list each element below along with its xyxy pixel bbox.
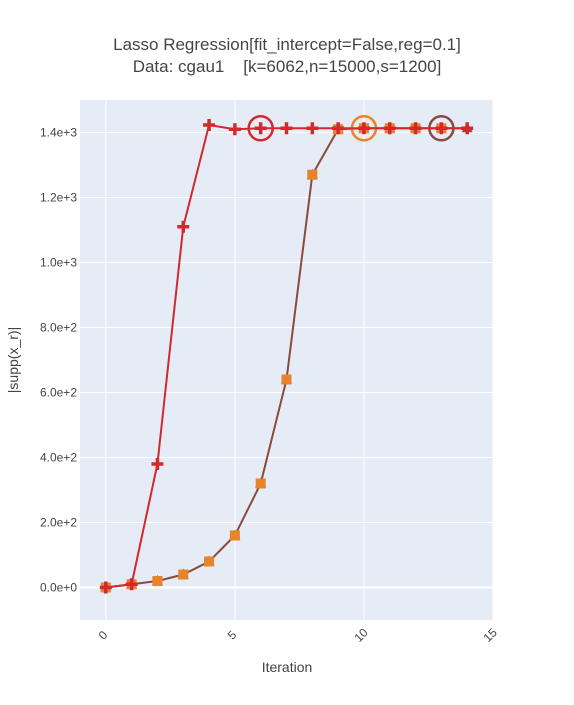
y-tick-label: 1.4e+3: [40, 126, 77, 140]
series-layer: [99, 115, 474, 594]
x-axis-label: Iteration: [262, 659, 313, 675]
cross-marker: [435, 122, 448, 135]
y-tick-label: 0.0e+0: [40, 581, 77, 595]
cross-marker: [357, 122, 370, 135]
chart-title: Lasso Regression[fit_intercept=False,reg…: [113, 35, 461, 54]
cross-marker: [280, 122, 293, 135]
x-tick-label: 15: [480, 625, 500, 645]
y-tick-label: 2.0e+2: [40, 516, 77, 530]
square-marker: [307, 169, 318, 180]
series-group: [99, 115, 474, 594]
square-marker: [152, 576, 163, 586]
cross-marker: [151, 458, 164, 470]
square-marker: [229, 530, 240, 541]
cross-marker: [228, 123, 241, 136]
y-tick-label: 8.0e+2: [40, 321, 77, 335]
y-tick-label: 6.0e+2: [40, 386, 77, 400]
square-marker: [255, 478, 266, 489]
square-marker: [281, 374, 292, 385]
y-axis-label: |supp(x_r)|: [5, 327, 21, 393]
cross-marker: [461, 122, 474, 135]
x-tick-label: 5: [225, 628, 240, 643]
chart-subtitle: Data: cgau1 [k=6062,n=15000,s=1200]: [133, 57, 442, 76]
grid: [80, 100, 494, 620]
cross-marker: [332, 122, 345, 135]
cross-marker: [99, 581, 112, 594]
square-marker: [178, 569, 189, 580]
cross-marker: [306, 122, 319, 135]
y-tick-label: 1.2e+3: [40, 191, 77, 205]
x-tick-label: 0: [96, 628, 111, 643]
cross-marker: [383, 122, 396, 135]
cross-marker: [125, 578, 138, 591]
cross-marker: [177, 220, 190, 233]
x-tick-label: 10: [351, 625, 371, 645]
plot-area: [80, 100, 493, 620]
y-tick-label: 1.0e+3: [40, 256, 77, 270]
square-marker: [204, 556, 215, 567]
cross-marker: [409, 122, 422, 135]
highlight-ring: [247, 115, 274, 142]
cross-marker: [254, 122, 267, 135]
y-tick-label: 4.0e+2: [40, 451, 77, 465]
ticks: 0 5 10 15 0.0e+0 2.0e+2 4.0e+2 6.0e+2 8.0e+2 1.0e…: [40, 126, 500, 645]
cross-marker: [203, 119, 216, 132]
